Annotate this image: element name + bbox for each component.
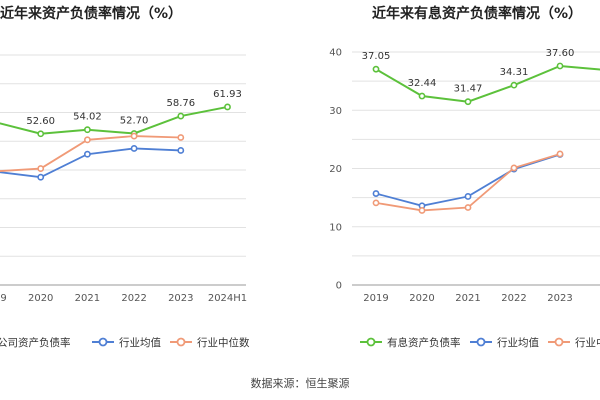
right-legend-label: 行业均值 — [497, 336, 539, 349]
right-data-label: 37.60 — [546, 48, 575, 59]
left-data-point — [130, 145, 138, 152]
left-series-line-1 — [0, 105, 228, 135]
right-y-tick-label: 20 — [329, 164, 342, 175]
right-data-point — [464, 204, 472, 211]
right-y-tick-label: 0 — [336, 281, 342, 292]
right-data-point — [556, 150, 564, 158]
right-data-point — [418, 92, 426, 100]
right-data-label: 31.47 — [454, 84, 483, 95]
right-y-tick-label: 30 — [329, 106, 342, 117]
left-x-tick-label: 2022 — [121, 293, 146, 304]
left-x-tick-label: 2023 — [168, 293, 193, 304]
left-data-point — [84, 150, 91, 158]
left-legend-label: 行业均值 — [119, 336, 161, 349]
right-data-point — [418, 207, 426, 214]
left-x-tick-label: 2024H1 — [208, 293, 247, 304]
right-x-tick-label: 2020 — [409, 293, 434, 304]
right-legend-swatch-marker — [366, 337, 376, 347]
right-legend-label: 行业中 — [575, 336, 600, 349]
left-data-point — [37, 165, 45, 172]
left-data-point — [177, 147, 185, 154]
left-data-label: 52.70 — [120, 115, 149, 126]
right-data-point — [556, 62, 564, 70]
left-legend-swatch-marker — [98, 337, 108, 347]
right-data-label: 34.31 — [500, 67, 529, 78]
right-legend-label: 有息资产负债率 — [387, 336, 461, 349]
right-data-point — [464, 193, 472, 200]
right-x-tick-label: 2021 — [455, 293, 480, 304]
left-data-point — [37, 173, 45, 181]
right-series-line-3 — [375, 153, 561, 212]
left-data-point — [177, 112, 185, 120]
left-chart-title: 近年来资产负债率情况（%） — [0, 6, 183, 22]
right-series-line-1 — [375, 64, 600, 103]
left-data-point — [84, 136, 91, 144]
left-x-tick-label: 2019 — [0, 293, 7, 304]
left-data-point — [84, 126, 91, 134]
left-data-label: 52.60 — [26, 116, 55, 127]
right-data-label: 32.44 — [408, 78, 437, 89]
right-data-point — [510, 164, 518, 172]
left-data-point — [177, 134, 185, 141]
right-legend-swatch-marker — [476, 337, 486, 347]
right-y-tick-label: 10 — [329, 222, 342, 233]
right-y-tick-label: 40 — [329, 48, 342, 59]
left-data-point — [130, 132, 138, 140]
right-legend-swatch-marker — [554, 337, 564, 347]
left-x-tick-label: 2021 — [75, 293, 100, 304]
left-x-tick-label: 2020 — [28, 293, 53, 304]
right-chart-title: 近年来有息资产负债率情况（%） — [372, 6, 583, 22]
left-legend-label: 公司资产负债率 — [0, 336, 71, 349]
left-data-label: 54.02 — [73, 112, 102, 123]
right-data-label: 37.05 — [362, 51, 391, 62]
left-legend-swatch-marker — [176, 337, 186, 347]
left-data-point — [224, 103, 231, 111]
right-data-point — [510, 81, 518, 89]
left-data-label: 58.76 — [166, 98, 195, 109]
right-x-tick-label: 2023 — [547, 293, 572, 304]
right-data-point — [372, 199, 380, 207]
left-data-label: 61.93 — [213, 89, 242, 100]
data-source-note: 数据来源：恒生聚源 — [250, 377, 350, 390]
right-data-point — [372, 65, 380, 73]
right-x-tick-label: 2022 — [501, 293, 526, 304]
left-legend-label: 行业中位数 — [197, 336, 250, 349]
right-x-tick-label: 2019 — [363, 293, 388, 304]
right-data-point — [372, 190, 380, 197]
left-data-point — [37, 130, 45, 138]
right-data-point — [464, 98, 472, 106]
